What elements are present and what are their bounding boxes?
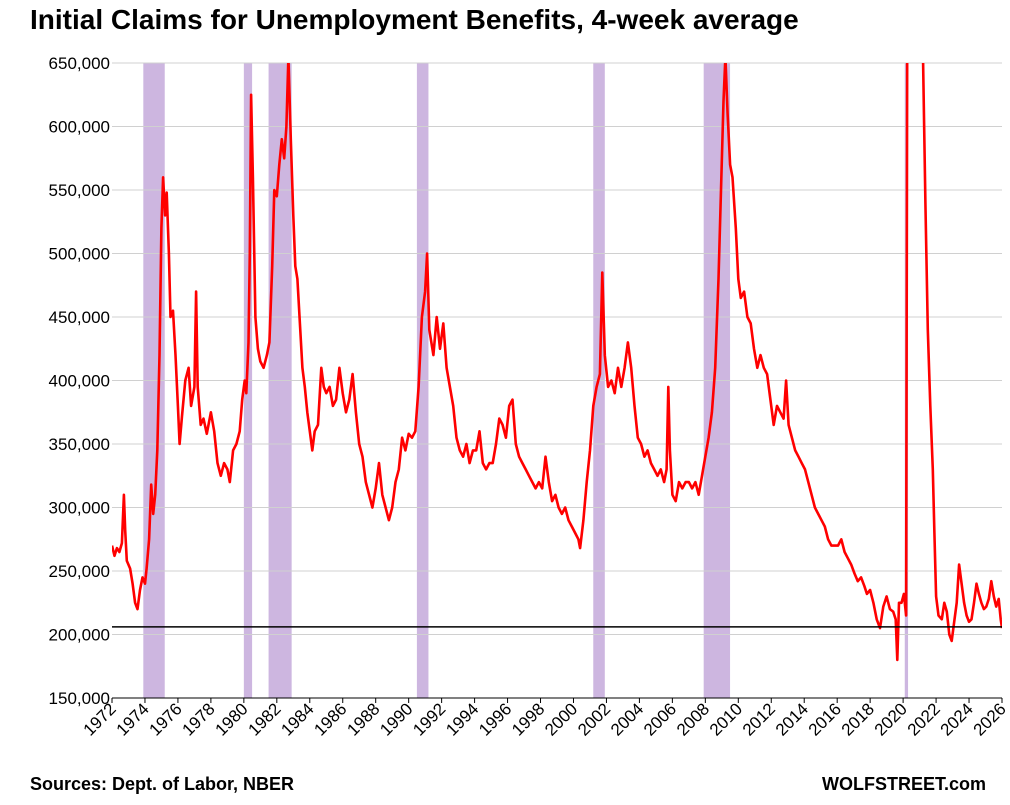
x-tick-label: 1974 <box>113 699 153 739</box>
x-tick-label: 2002 <box>574 699 614 739</box>
x-tick-label: 2010 <box>706 699 746 739</box>
x-tick-label: 2012 <box>739 699 779 739</box>
x-tick-label: 2008 <box>673 699 713 739</box>
x-axis: 1972197419761978198019821984198619881990… <box>80 698 1010 740</box>
y-axis: 150,000 200,000 250,000 300,000 350,000 400,0… <box>49 54 110 708</box>
series-group <box>112 63 1002 662</box>
x-tick-label: 2022 <box>904 699 944 739</box>
y-tick-label: 600,000 <box>49 118 110 137</box>
x-tick-label: 1992 <box>409 699 449 739</box>
y-tick-label: 150,000 <box>49 689 110 708</box>
x-tick-label: 2004 <box>607 699 647 739</box>
x-tick-label: 2026 <box>970 699 1010 739</box>
x-tick-label: 1996 <box>475 699 515 739</box>
y-tick-label: 300,000 <box>49 499 110 518</box>
y-tick-label: 200,000 <box>49 626 110 645</box>
x-tick-label: 2014 <box>772 699 812 739</box>
y-tick-label: 350,000 <box>49 435 110 454</box>
x-tick-label: 1998 <box>508 699 548 739</box>
x-tick-label: 1978 <box>179 699 219 739</box>
x-tick-label: 1980 <box>211 699 251 739</box>
y-tick-label: 500,000 <box>49 245 110 264</box>
x-tick-label: 1994 <box>442 699 482 739</box>
x-tick-label: 1976 <box>146 699 186 739</box>
x-tick-label: 2020 <box>871 699 911 739</box>
x-tick-label: 2000 <box>541 699 581 739</box>
source-note: Sources: Dept. of Labor, NBER <box>30 774 295 794</box>
chart-title: Initial Claims for Unemployment Benefits… <box>30 4 799 35</box>
y-tick-label: 400,000 <box>49 372 110 391</box>
x-tick-label: 1982 <box>244 699 284 739</box>
y-tick-label: 250,000 <box>49 562 110 581</box>
x-tick-label: 2024 <box>937 699 977 739</box>
x-tick-label: 1990 <box>376 699 416 739</box>
y-tick-label: 650,000 <box>49 54 110 73</box>
x-tick-label: 2016 <box>805 699 845 739</box>
watermark: WOLFSTREET.com <box>821 774 986 794</box>
x-tick-label: 2018 <box>838 699 878 739</box>
series-line-0 <box>112 63 1002 662</box>
x-tick-label: 2006 <box>640 699 680 739</box>
x-tick-label: 1986 <box>310 699 350 739</box>
x-tick-label: 1984 <box>277 699 317 739</box>
y-tick-label: 450,000 <box>49 308 110 327</box>
y-tick-label: 550,000 <box>49 181 110 200</box>
x-tick-label: 1988 <box>343 699 383 739</box>
